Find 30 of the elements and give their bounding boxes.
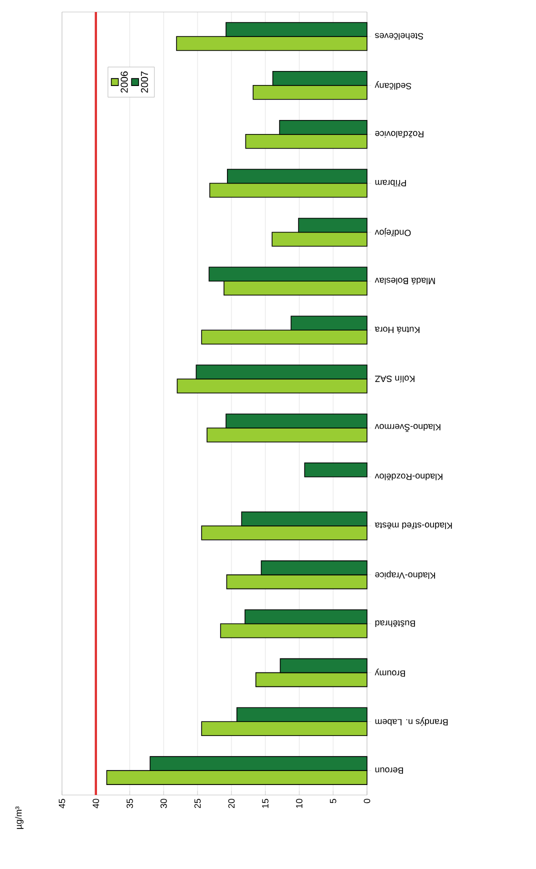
legend-label: 2007 bbox=[140, 72, 148, 93]
y-tick-label: Příbram bbox=[375, 180, 406, 187]
x-tick-label: 40 bbox=[92, 798, 100, 808]
y-tick-label: Broumy bbox=[374, 668, 405, 677]
x-tick-label: 15 bbox=[262, 798, 268, 808]
x-tick-label: 10 bbox=[296, 798, 302, 808]
y-tick-label: Mladá Boleslav bbox=[374, 278, 435, 285]
x-tick-label: 5 bbox=[330, 798, 336, 804]
legend-label: 2006 bbox=[120, 71, 128, 93]
x-tick-label: 0 bbox=[364, 798, 370, 804]
x-tick-label: 30 bbox=[160, 798, 167, 808]
x-tick-label: 35 bbox=[126, 798, 133, 808]
y-axis-title: µg/m³ bbox=[15, 806, 24, 829]
y-tick-label: Kladno-Rozdělov bbox=[374, 474, 442, 480]
y-tick-label: Kutná Hora bbox=[374, 326, 420, 334]
y-tick-label: Brandýs n. Labem bbox=[375, 717, 448, 726]
y-tick-label: Beroun bbox=[375, 767, 403, 774]
x-tick-label: 20 bbox=[228, 798, 235, 808]
y-tick-label: Buštěhrad bbox=[375, 620, 415, 628]
y-tick-label: Kladno-Vrapice bbox=[375, 570, 436, 579]
y-tick-label: Sedlčany bbox=[374, 81, 412, 90]
x-tick-label: 45 bbox=[58, 798, 66, 808]
bar bbox=[304, 462, 368, 478]
y-tick-label: Ondřejov bbox=[374, 228, 411, 236]
y-tick-label: Rožďalovice bbox=[375, 131, 424, 138]
y-tick-label: Kolín SAZ bbox=[375, 376, 414, 382]
y-tick-label: Kladno-střed města bbox=[374, 522, 452, 530]
y-tick-label: Kladno-Švermov bbox=[374, 424, 440, 432]
y-tick-label: Stehelčeves bbox=[375, 33, 424, 40]
x-tick-label: 25 bbox=[194, 798, 201, 808]
